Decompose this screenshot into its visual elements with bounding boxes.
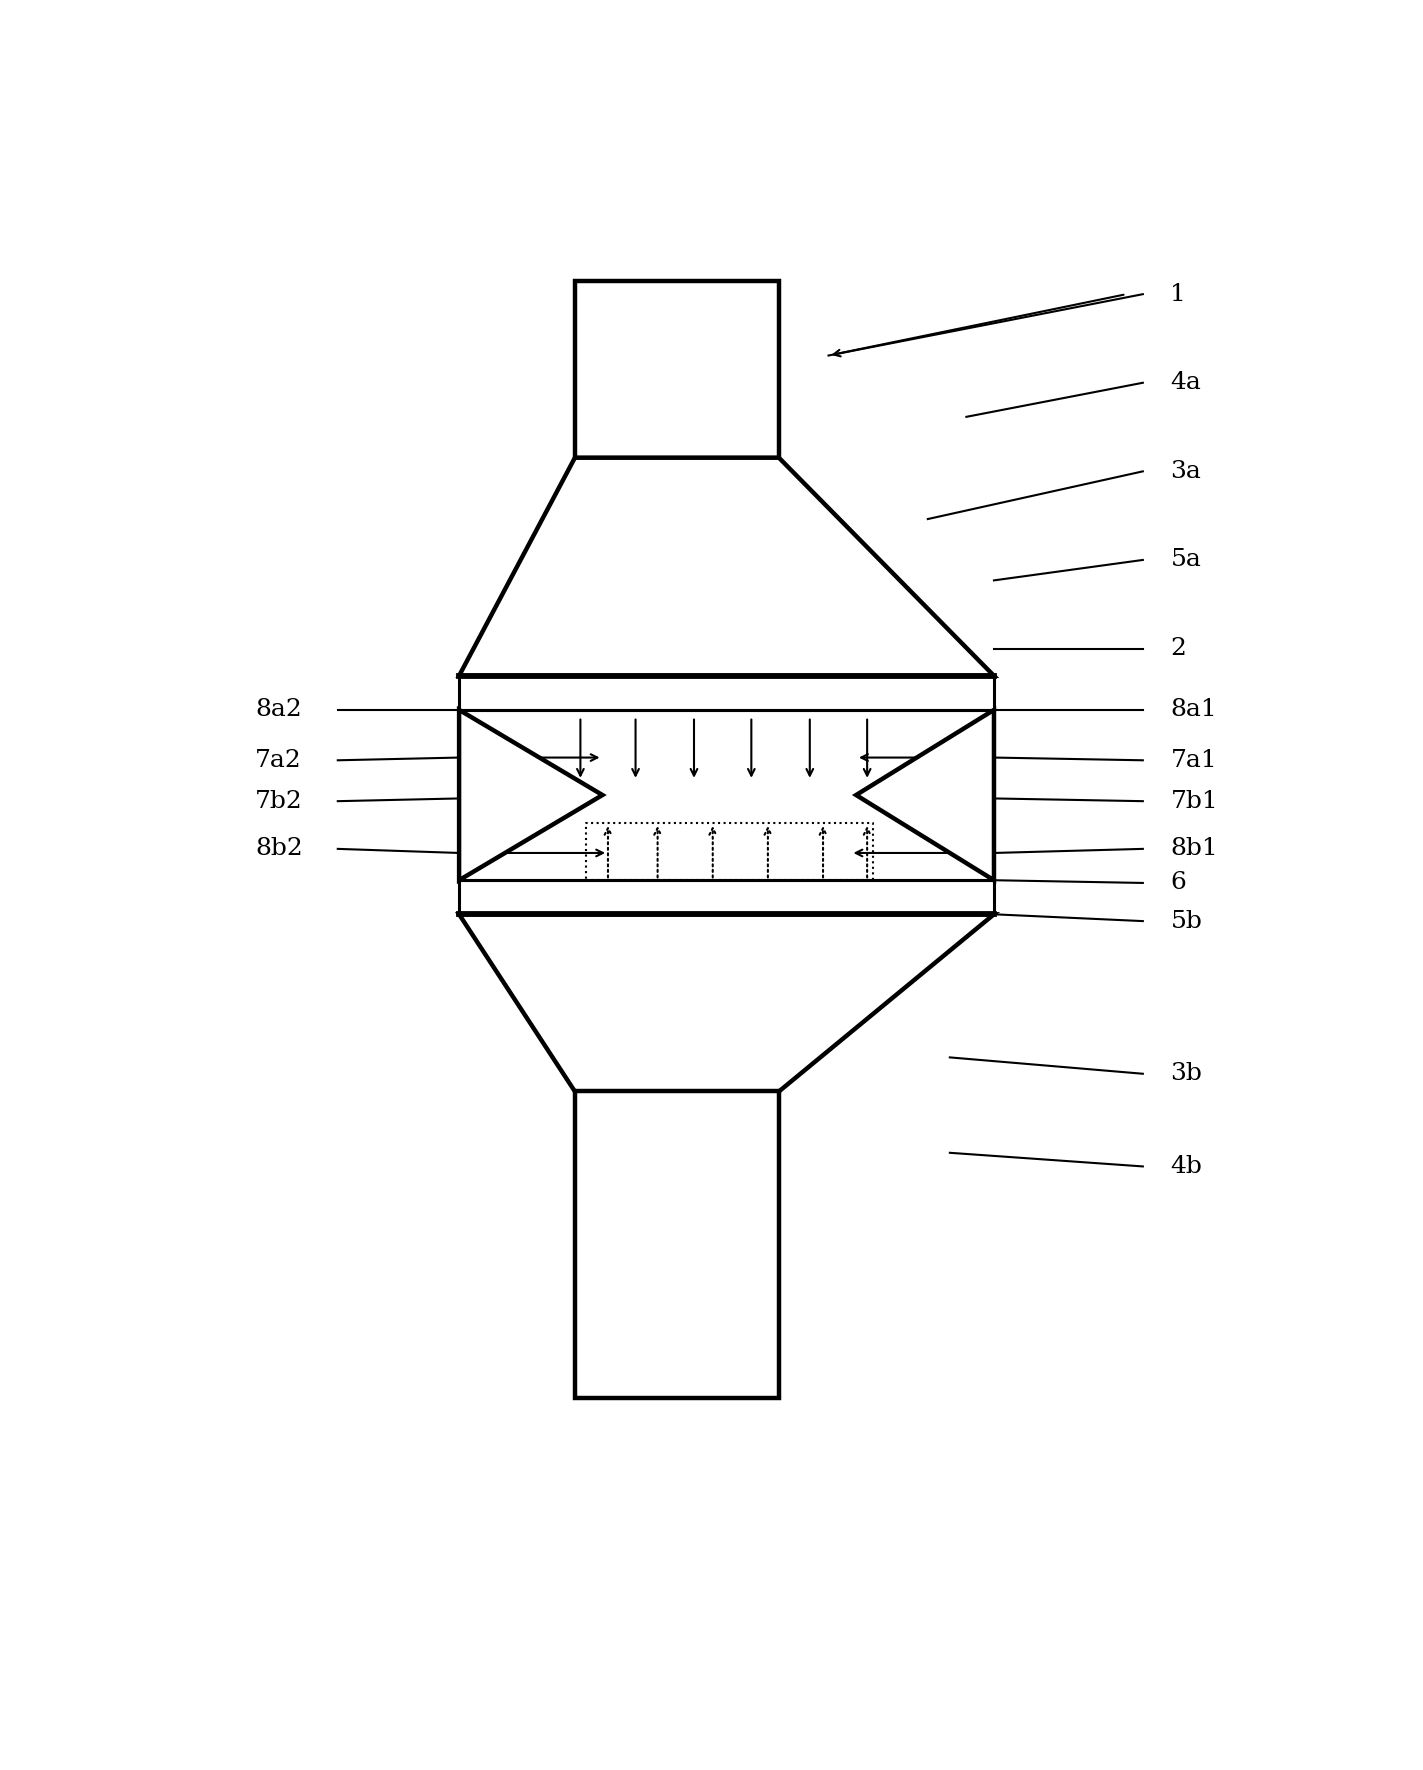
Bar	[575, 281, 778, 458]
Text: 5b: 5b	[1170, 910, 1202, 933]
Text: 8a2: 8a2	[255, 699, 302, 722]
Polygon shape	[460, 915, 993, 1092]
Text: 7a1: 7a1	[1170, 749, 1217, 772]
Text: 7b2: 7b2	[255, 789, 303, 812]
Text: 8b1: 8b1	[1170, 837, 1218, 860]
Text: 4a: 4a	[1170, 372, 1201, 395]
Polygon shape	[460, 458, 993, 676]
Polygon shape	[857, 710, 993, 880]
Text: 2: 2	[1170, 637, 1187, 660]
Text: 5a: 5a	[1170, 549, 1201, 572]
Text: 8a1: 8a1	[1170, 699, 1217, 722]
Text: 4b: 4b	[1170, 1156, 1202, 1177]
Text: 3b: 3b	[1170, 1062, 1202, 1085]
Bar	[575, 1092, 778, 1398]
Text: 8b2: 8b2	[255, 837, 303, 860]
Text: 7b1: 7b1	[1170, 789, 1218, 812]
Text: 6: 6	[1170, 871, 1187, 894]
Text: 3a: 3a	[1170, 460, 1201, 483]
Polygon shape	[460, 710, 602, 880]
Text: 1: 1	[1170, 283, 1187, 306]
Text: 7a2: 7a2	[255, 749, 302, 772]
